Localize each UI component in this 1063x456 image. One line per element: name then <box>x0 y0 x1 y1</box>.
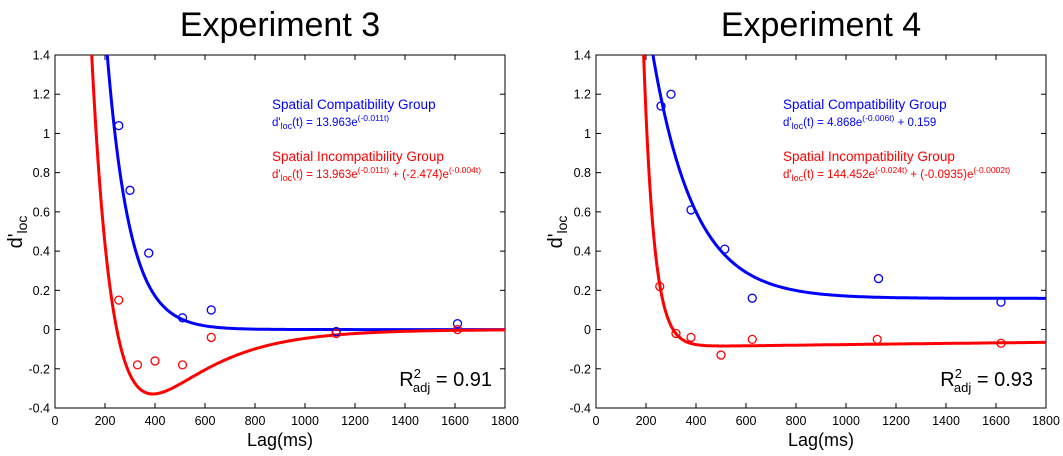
panel-experiment-4: Experiment 4 0 200 400 600 800 1000 1200 1400 16… <box>545 6 1060 450</box>
data-point <box>177 360 188 370</box>
fit-curve <box>642 55 1046 348</box>
y-tick-label: 1.4 <box>33 49 50 63</box>
y-tick-label: 0.4 <box>574 245 591 259</box>
x-tick-label: 800 <box>245 414 266 428</box>
data-point <box>716 350 726 360</box>
data-point <box>144 248 154 258</box>
data-point <box>873 273 884 284</box>
data-point <box>132 360 143 370</box>
data-point <box>996 338 1006 348</box>
y-tick-label: 0.8 <box>33 166 50 180</box>
y-tick-label: 0.8 <box>574 166 591 180</box>
data-point <box>747 334 757 345</box>
plot-area <box>595 54 1047 409</box>
x-tick-label: 1800 <box>491 414 519 428</box>
data-point <box>177 313 188 323</box>
equation-incompatibility: d'loc(t) = 13.963e(-0.011t) + (-2.474)e(… <box>272 165 481 183</box>
x-tick-label: 1800 <box>1032 414 1060 428</box>
equation-compatibility: d'loc(t) = 13.963e(-0.011t) <box>272 113 389 131</box>
x-tick-label: 0 <box>593 414 600 428</box>
x-tick-label: 1600 <box>441 414 469 428</box>
fit-curve <box>90 55 505 396</box>
y-tick-label: 1 <box>584 127 591 141</box>
y-tick-label: 0.6 <box>574 205 591 219</box>
y-tick-label: 1 <box>43 127 50 141</box>
data-point <box>206 332 216 343</box>
data-point <box>114 120 124 131</box>
fit-curves <box>642 55 1046 348</box>
data-point <box>150 356 160 366</box>
x-tick-label: 800 <box>786 414 807 428</box>
y-tick-label: 0 <box>43 323 50 337</box>
legend-compatibility-group: Spatial Compatibility Group <box>272 97 436 112</box>
r-squared-label: R2 adj = 0.93 <box>940 366 1033 395</box>
x-tick-label: 600 <box>195 414 216 428</box>
panel-experiment-3: Experiment 3 0 200 400 600 800 1000 1200 1400 16… <box>5 6 519 450</box>
data-point <box>872 334 882 345</box>
axis-ticks: 0 200 400 600 800 1000 1200 1400 1600 1800 -0.4 -0.… <box>28 49 518 429</box>
y-tick-label: -0.4 <box>569 402 591 416</box>
data-point <box>747 293 757 303</box>
data-points <box>114 120 463 370</box>
y-axis-label: d'loc <box>5 216 30 249</box>
data-point <box>114 295 124 305</box>
data-point <box>125 185 135 195</box>
axis-ticks: 0 200 400 600 800 1000 1200 1400 1600 1800 -0.4 -0.… <box>569 49 1059 429</box>
x-axis-label: Lag(ms) <box>247 430 313 450</box>
data-point <box>686 332 696 343</box>
y-tick-label: 0.2 <box>33 284 50 298</box>
x-tick-label: 400 <box>686 414 707 428</box>
y-tick-label: 0.2 <box>574 284 591 298</box>
r-squared-label: R2 adj = 0.91 <box>399 366 492 395</box>
chart-title: Experiment 4 <box>721 6 921 44</box>
x-tick-label: 400 <box>145 414 166 428</box>
x-tick-label: 1600 <box>982 414 1010 428</box>
y-tick-label: -0.2 <box>28 362 50 376</box>
x-tick-label: 1400 <box>932 414 960 428</box>
y-tick-label: 1.2 <box>33 88 50 102</box>
legend-compatibility-group: Spatial Compatibility Group <box>783 97 947 112</box>
fit-curve <box>651 55 1046 300</box>
x-tick-label: 200 <box>95 414 116 428</box>
data-point <box>666 89 676 99</box>
y-tick-label: -0.2 <box>569 362 591 376</box>
equation-compatibility: d'loc(t) = 4.868e(-0.006t) + 0.159 <box>783 113 936 131</box>
chart-title: Experiment 3 <box>180 6 380 44</box>
data-point <box>655 281 665 292</box>
y-tick-label: 0.6 <box>33 205 50 219</box>
x-tick-label: 1400 <box>391 414 419 428</box>
data-point <box>671 328 681 339</box>
y-tick-label: 0 <box>584 323 591 337</box>
data-point <box>720 244 730 254</box>
x-tick-label: 1200 <box>341 414 369 428</box>
y-tick-label: 0.4 <box>33 245 50 259</box>
x-tick-label: 1000 <box>832 414 860 428</box>
data-point <box>206 305 216 315</box>
data-point <box>452 324 463 335</box>
x-tick-label: 1000 <box>291 414 319 428</box>
legend-incompatibility-group: Spatial Incompatibility Group <box>272 149 444 164</box>
x-tick-label: 1200 <box>882 414 910 428</box>
fit-curves <box>90 55 505 396</box>
data-point <box>996 297 1006 307</box>
y-tick-label: -0.4 <box>28 402 50 416</box>
data-point <box>656 101 666 111</box>
x-tick-label: 600 <box>736 414 757 428</box>
legend-incompatibility-group: Spatial Incompatibility Group <box>783 149 955 164</box>
equation-incompatibility: d'loc(t) = 144.452e(-0.024t) + (-0.0935)… <box>783 165 1010 183</box>
data-points <box>655 89 1006 360</box>
x-tick-label: 200 <box>636 414 657 428</box>
data-point <box>452 319 463 329</box>
x-tick-label: 0 <box>52 414 59 428</box>
y-tick-label: 1.2 <box>574 88 591 102</box>
data-point <box>686 205 696 215</box>
x-axis-label: Lag(ms) <box>788 430 854 450</box>
data-point <box>331 328 341 339</box>
y-tick-label: 1.4 <box>574 49 591 63</box>
y-axis-label: d'loc <box>545 216 570 249</box>
